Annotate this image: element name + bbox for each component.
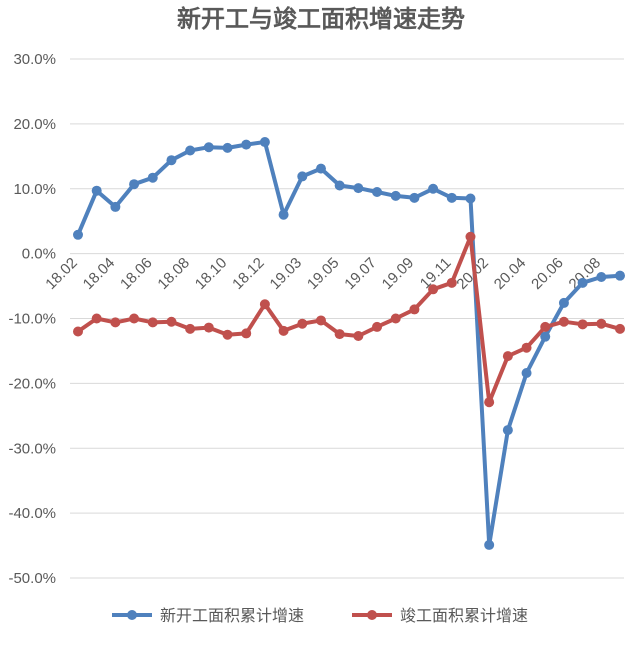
data-point <box>372 186 383 197</box>
x-tick-label: 19.05 <box>304 254 343 293</box>
data-point <box>446 277 457 288</box>
series-lines <box>76 140 622 547</box>
legend-label: 新开工面积累计增速 <box>160 606 304 625</box>
y-tick-label: -50.0% <box>8 570 56 587</box>
data-point <box>484 397 495 408</box>
data-point <box>428 284 439 295</box>
data-point <box>540 331 551 342</box>
y-tick-label: -30.0% <box>8 440 56 457</box>
data-point <box>278 209 289 220</box>
data-point <box>315 163 326 174</box>
legend: 新开工面积累计增速 竣工面积累计增速 <box>112 606 528 625</box>
data-point <box>222 142 233 153</box>
data-point <box>147 172 158 183</box>
legend-label: 竣工面积累计增速 <box>400 606 528 625</box>
data-point <box>222 329 233 340</box>
y-tick-label: 10.0% <box>13 181 56 198</box>
y-tick-label: -40.0% <box>8 505 56 522</box>
data-point <box>166 316 177 327</box>
data-point <box>203 322 214 333</box>
data-point <box>297 171 308 182</box>
data-point <box>521 342 532 353</box>
data-point <box>428 183 439 194</box>
data-point <box>390 190 401 201</box>
data-point <box>73 326 83 337</box>
x-tick-label: 19.07 <box>341 254 380 293</box>
y-tick-label: 30.0% <box>13 51 56 68</box>
data-point <box>446 192 457 203</box>
data-point <box>241 328 252 339</box>
data-point <box>353 183 364 194</box>
data-point <box>91 185 102 196</box>
data-point <box>334 329 345 340</box>
x-tick-label: 20.06 <box>528 254 567 293</box>
data-point <box>502 425 513 436</box>
y-tick-label: 20.0% <box>13 116 56 133</box>
data-point <box>484 539 495 550</box>
data-point <box>353 331 364 342</box>
data-point <box>465 193 476 204</box>
data-point <box>110 201 121 212</box>
y-tick-label: 0.0% <box>22 246 56 263</box>
y-axis-ticks: 30.0% 20.0% 10.0% 0.0% -10.0% -20.0% -30.0% -40… <box>8 51 56 587</box>
x-tick-label: 20.04 <box>491 254 530 293</box>
data-point <box>409 192 420 203</box>
data-point <box>521 367 532 378</box>
data-point <box>129 313 140 324</box>
data-point <box>315 315 326 326</box>
data-point <box>390 313 401 324</box>
gridlines <box>70 58 624 579</box>
y-tick-label: -20.0% <box>8 375 56 392</box>
data-point <box>558 316 569 327</box>
x-tick-label: 18.06 <box>117 254 156 293</box>
x-tick-label: 18.10 <box>192 254 231 293</box>
series-line-2 <box>76 234 622 405</box>
data-point <box>73 229 83 240</box>
data-point <box>615 270 625 281</box>
data-point <box>297 318 308 329</box>
x-tick-label: 19.03 <box>267 254 306 293</box>
data-point <box>334 180 345 191</box>
data-point <box>615 323 625 334</box>
data-point <box>91 313 102 324</box>
chart-title: 新开工与竣工面积增速走势 <box>177 4 465 33</box>
data-point <box>502 351 513 362</box>
data-point <box>203 142 214 153</box>
data-point <box>278 325 289 336</box>
legend-swatch-marker <box>127 610 137 620</box>
data-point <box>558 297 569 308</box>
data-point <box>577 319 588 330</box>
x-tick-label: 18.12 <box>229 254 268 293</box>
y-tick-label: -10.0% <box>8 311 56 328</box>
data-point <box>577 277 588 288</box>
data-point <box>465 231 476 242</box>
data-point <box>596 271 607 282</box>
data-point <box>185 323 196 334</box>
x-tick-label: 18.08 <box>154 254 193 293</box>
x-tick-label: 19.09 <box>379 254 418 293</box>
data-point <box>166 155 177 166</box>
data-point <box>129 179 140 190</box>
x-axis-ticks: 18.0218.0418.0618.0818.1018.1219.0319.05… <box>42 254 604 293</box>
data-point <box>241 139 252 150</box>
data-point <box>540 321 551 332</box>
data-point <box>110 317 121 328</box>
x-tick-label: 18.04 <box>80 254 119 293</box>
data-point <box>185 145 196 156</box>
series-line-1 <box>76 140 622 547</box>
data-point <box>147 317 158 328</box>
data-point <box>409 304 420 315</box>
data-point <box>259 137 270 148</box>
legend-swatch-marker <box>367 610 377 620</box>
data-point <box>596 318 607 329</box>
series-points <box>73 137 625 550</box>
data-point <box>372 321 383 332</box>
data-point <box>259 299 270 310</box>
